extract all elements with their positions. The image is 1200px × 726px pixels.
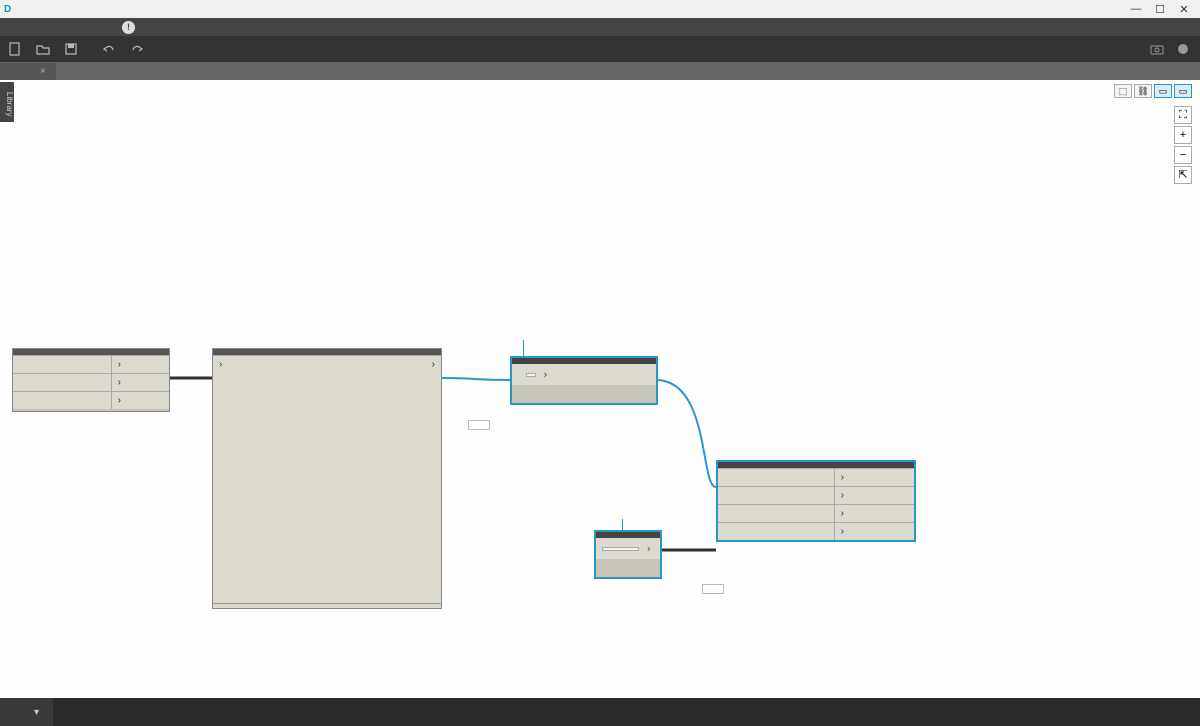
open-file-icon[interactable] [36,42,50,56]
titlebar: D — ☐ ✕ [0,0,1200,18]
output-geometry[interactable] [850,469,914,486]
input-v[interactable] [13,392,112,409]
node-lacing [13,409,169,411]
close-icon[interactable]: ✕ [1172,3,1196,16]
watch-list [213,373,441,603]
chevron-down-icon: ▾ [34,707,39,718]
input-u[interactable] [13,374,112,391]
view-graph-icon[interactable]: ▭ [1154,84,1172,98]
view-3d-icon[interactable]: ⬚ [1114,84,1132,98]
tab-close-icon[interactable]: × [40,66,46,77]
cb-code[interactable] [602,547,639,551]
tabstrip: × [0,62,1200,80]
geometry-preview [130,100,530,330]
chevron-right-icon: › [112,392,127,409]
graph-canvas[interactable]: Library ⬚ ⛓ ▭ ▭ ⛶ + − ⇱ › › [0,80,1200,698]
user-account[interactable] [1178,44,1192,54]
menubar: ! [0,18,1200,36]
cb-input-label[interactable] [516,373,524,377]
undo-icon[interactable] [102,42,116,56]
chevron-right-icon: › [835,505,850,522]
view-controls: ⬚ ⛓ ▭ ▭ [1114,84,1192,98]
input-xtranslation[interactable] [718,487,835,504]
node-code-block-20[interactable]: › [594,530,662,579]
zoom-controls: ⛶ + − ⇱ [1174,106,1192,184]
user-avatar-icon [1178,44,1188,54]
statusbar: ▾ [0,698,1200,726]
cb-code[interactable] [526,373,536,377]
save-icon[interactable] [64,42,78,56]
tooltip-translate [702,584,724,594]
help-icon[interactable]: ! [122,21,135,34]
tooltip-cb1 [468,420,490,430]
cb-output-port[interactable]: › [641,540,656,557]
chevron-right-icon: › [835,469,850,486]
input-geometry[interactable] [718,469,835,486]
input-surface[interactable] [13,356,112,373]
chevron-right-icon: › [835,523,850,540]
zoom-out-icon[interactable]: − [1174,146,1192,164]
output-point[interactable] [127,356,169,373]
node-geometry-translate[interactable]: › › › › [716,460,916,542]
view-link-icon[interactable]: ⛓ [1134,84,1152,98]
toolbar [0,36,1200,62]
new-file-icon[interactable] [8,42,22,56]
output-port[interactable]: › [426,356,441,373]
minimize-icon[interactable]: — [1124,3,1148,15]
chevron-right-icon: › [112,374,127,391]
view-both-icon[interactable]: ▭ [1174,84,1192,98]
cb-output-port[interactable]: › [538,366,553,383]
maximize-icon[interactable]: ☐ [1148,3,1172,16]
zoom-in-icon[interactable]: + [1174,126,1192,144]
chevron-right-icon: › [112,356,127,373]
pan-icon[interactable]: ⇱ [1174,166,1192,184]
chevron-right-icon: › [835,487,850,504]
redo-icon[interactable] [130,42,144,56]
app-logo: D [4,4,11,15]
input-ztranslation[interactable] [718,523,835,540]
node-code-block-points[interactable]: › [510,356,658,405]
input-ytranslation[interactable] [718,505,835,522]
camera-icon[interactable] [1150,42,1164,56]
run-mode-selector[interactable]: ▾ [0,698,53,726]
fit-icon[interactable]: ⛶ [1174,106,1192,124]
node-surface-pointatparameter[interactable]: › › › [12,348,170,412]
input-port[interactable]: › [213,356,228,373]
file-tab[interactable]: × [0,63,56,80]
node-watch[interactable]: › › [212,348,442,609]
library-tab[interactable]: Library [0,82,14,122]
